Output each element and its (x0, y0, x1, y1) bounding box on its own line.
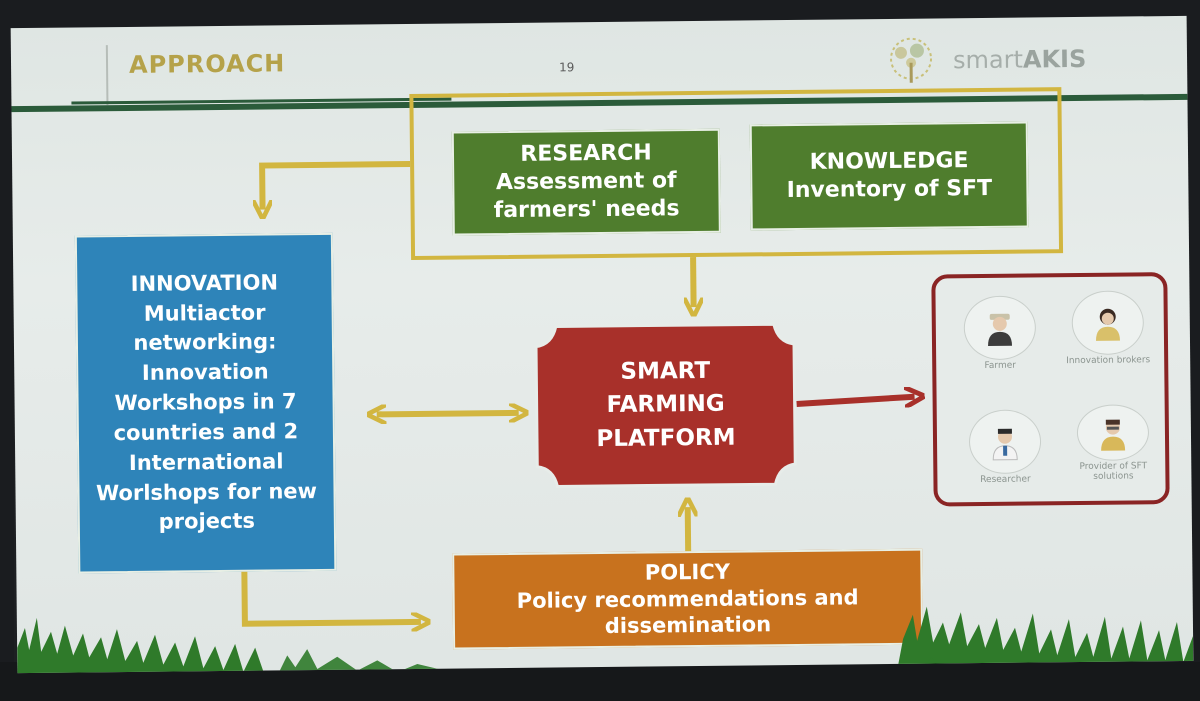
diagram-connectors (241, 160, 1194, 673)
logo-text-smart: smart (953, 46, 1023, 75)
tree-logo-icon (890, 37, 933, 83)
farmer-icon (988, 313, 1013, 346)
stakeholder-panel: Farmer Innovation brokers R (931, 272, 1170, 507)
provider-icon (1101, 419, 1126, 451)
arrow-innovation-platform-bidirectional (377, 413, 519, 414)
researcher-icon (992, 428, 1018, 461)
slide: APPROACH 19 smartAKIS RESEARCH Assessmen… (10, 15, 1194, 674)
actor-sft-provider: Provider of SFT solutions (1067, 404, 1160, 483)
svg-text:smartAKIS: smartAKIS (953, 45, 1087, 74)
arrow-platform-to-stakeholders (796, 397, 915, 404)
grass-decoration (17, 606, 1194, 674)
screen-bezel-left (0, 0, 14, 701)
logo-text-akis: AKIS (1023, 45, 1087, 74)
smart-farming-platform-shape (534, 322, 797, 488)
actor-farmer: Farmer (954, 295, 1047, 374)
actor-researcher: Researcher (959, 409, 1052, 488)
arrow-frame-to-platform (693, 257, 694, 307)
actor-innovation-brokers: Innovation brokers (1061, 290, 1154, 369)
arrow-innovation-to-policy (241, 571, 421, 624)
broker-icon (1095, 308, 1120, 341)
arrow-frame-to-innovation (262, 160, 411, 210)
smartakis-logo: smartAKIS (890, 37, 1087, 83)
